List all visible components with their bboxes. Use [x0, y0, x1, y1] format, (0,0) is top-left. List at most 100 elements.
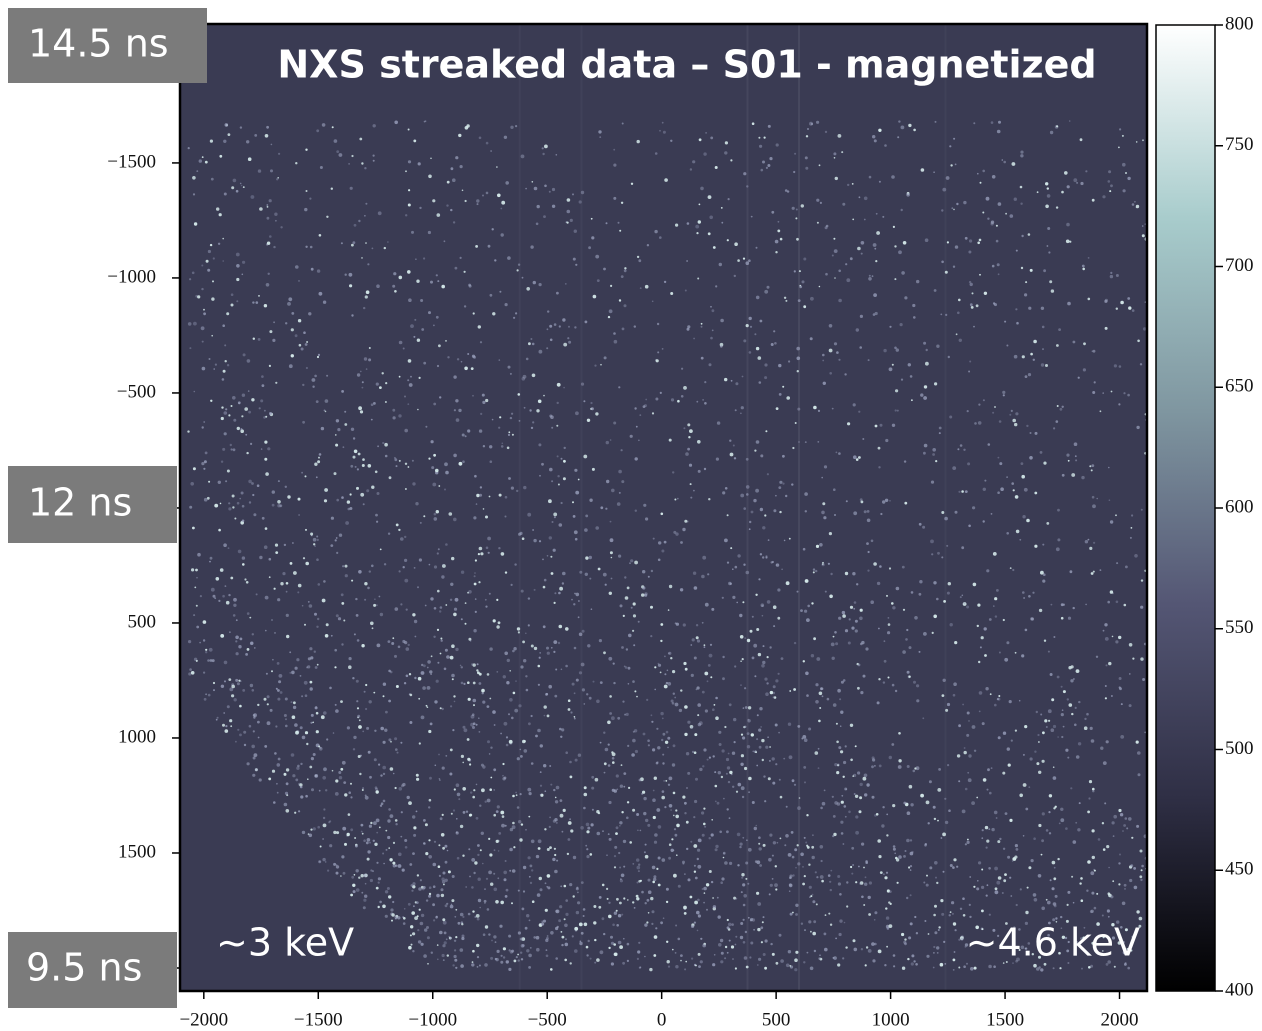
speckle	[336, 537, 338, 539]
speckle	[1111, 695, 1113, 697]
speckle	[264, 698, 267, 701]
speckle	[221, 406, 223, 408]
speckle	[565, 627, 569, 631]
speckle	[1003, 732, 1006, 735]
speckle	[886, 814, 888, 816]
speckle	[652, 910, 655, 913]
speckle	[889, 500, 891, 502]
speckle	[462, 460, 465, 463]
speckle	[892, 684, 895, 687]
speckle	[444, 932, 447, 935]
speckle	[789, 876, 792, 879]
speckle	[363, 503, 365, 505]
speckle	[436, 510, 439, 513]
speckle	[821, 880, 824, 883]
speckle	[742, 736, 745, 739]
speckle	[958, 780, 960, 782]
speckle	[435, 469, 439, 473]
speckle	[594, 365, 596, 367]
speckle	[193, 193, 195, 195]
speckle	[815, 871, 817, 873]
speckle	[353, 748, 355, 750]
speckle	[382, 372, 384, 374]
speckle	[367, 850, 370, 853]
speckle	[683, 662, 686, 665]
speckle	[223, 712, 225, 714]
speckle	[502, 815, 505, 818]
speckle	[451, 899, 454, 902]
speckle	[477, 854, 479, 856]
speckle	[204, 460, 207, 463]
speckle	[1069, 703, 1073, 707]
speckle	[305, 795, 308, 798]
speckle	[1042, 760, 1045, 763]
speckle	[991, 221, 994, 224]
speckle	[867, 570, 869, 572]
speckle	[790, 913, 793, 916]
speckle	[203, 309, 205, 311]
speckle	[323, 301, 326, 304]
speckle	[989, 914, 991, 916]
speckle	[1024, 293, 1027, 296]
speckle	[1071, 473, 1075, 477]
speckle	[1111, 391, 1113, 393]
speckle	[238, 645, 241, 648]
speckle	[240, 183, 242, 185]
speckle	[201, 326, 205, 330]
speckle	[465, 435, 467, 437]
speckle	[818, 767, 820, 769]
speckle	[348, 791, 351, 794]
speckle	[343, 446, 345, 448]
speckle	[361, 831, 363, 833]
speckle	[695, 225, 699, 229]
speckle	[662, 718, 664, 720]
speckle	[633, 602, 636, 605]
speckle	[655, 398, 658, 401]
speckle	[986, 895, 988, 897]
speckle	[650, 635, 652, 637]
speckle	[619, 825, 621, 827]
speckle	[286, 768, 289, 771]
speckle	[1012, 162, 1016, 166]
speckle	[207, 659, 210, 662]
speckle	[231, 685, 235, 689]
speckle	[915, 963, 918, 966]
speckle	[731, 945, 734, 948]
speckle	[398, 853, 402, 857]
speckle	[287, 302, 291, 306]
speckle	[288, 297, 292, 301]
speckle	[721, 776, 723, 778]
speckle	[623, 897, 625, 899]
speckle	[1083, 368, 1086, 371]
speckle	[721, 207, 723, 209]
speckle	[830, 573, 832, 575]
speckle	[868, 359, 870, 361]
speckle	[704, 672, 708, 676]
speckle	[741, 406, 744, 409]
speckle	[877, 701, 880, 704]
speckle	[464, 728, 468, 732]
speckle	[479, 731, 481, 733]
speckle	[453, 375, 456, 378]
speckle	[469, 763, 471, 765]
speckle	[272, 770, 275, 773]
speckle	[1034, 545, 1037, 548]
speckle	[852, 183, 854, 185]
speckle	[228, 547, 230, 549]
speckle	[273, 246, 275, 248]
speckle	[636, 696, 638, 698]
speckle	[642, 570, 645, 573]
speckle	[999, 462, 1002, 465]
speckle	[661, 513, 664, 516]
speckle	[674, 499, 676, 501]
speckle	[1129, 643, 1133, 647]
speckle	[284, 714, 287, 717]
speckle	[462, 916, 464, 918]
speckle	[804, 492, 808, 496]
speckle	[483, 508, 485, 510]
speckle	[769, 646, 771, 648]
speckle	[596, 958, 600, 962]
speckle	[573, 603, 575, 605]
speckle	[485, 399, 488, 402]
speckle	[554, 323, 557, 326]
